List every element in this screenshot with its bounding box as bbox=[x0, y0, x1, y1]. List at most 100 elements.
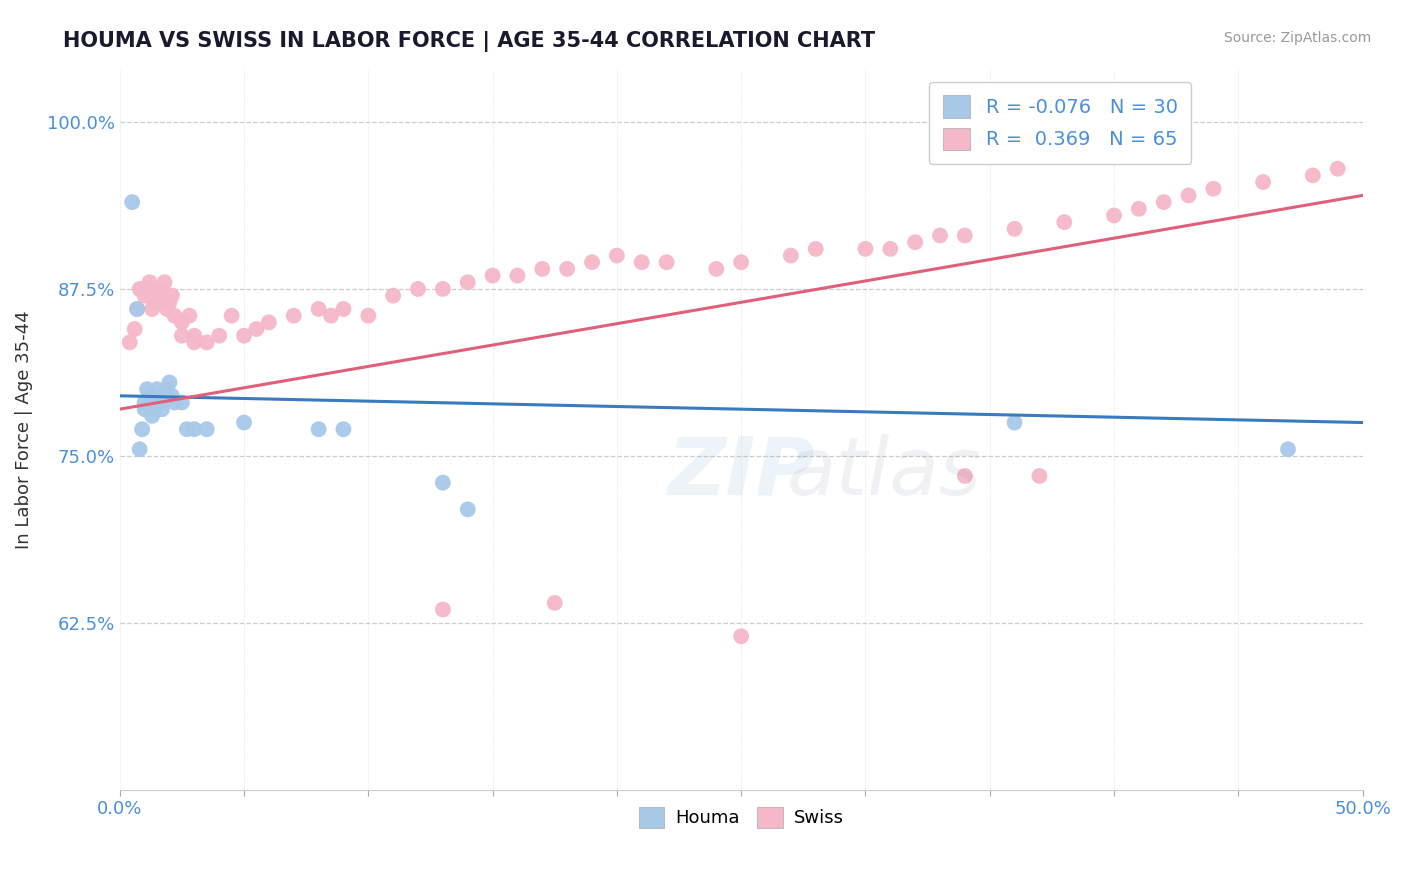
Point bbox=[531, 261, 554, 276]
Point bbox=[308, 422, 330, 436]
Point bbox=[127, 301, 149, 316]
Point bbox=[457, 275, 479, 289]
Point bbox=[195, 335, 218, 350]
Point bbox=[146, 382, 169, 396]
Point bbox=[148, 395, 170, 409]
Point bbox=[183, 328, 205, 343]
Point bbox=[432, 602, 454, 616]
Point bbox=[730, 255, 752, 269]
Point bbox=[159, 295, 181, 310]
Point bbox=[319, 309, 342, 323]
Point bbox=[131, 422, 153, 436]
Point bbox=[704, 261, 727, 276]
Point bbox=[128, 442, 150, 457]
Point bbox=[179, 309, 201, 323]
Point bbox=[124, 322, 146, 336]
Point bbox=[163, 309, 186, 323]
Point bbox=[929, 228, 952, 243]
Point bbox=[163, 395, 186, 409]
Point bbox=[170, 328, 193, 343]
Point bbox=[555, 261, 578, 276]
Point bbox=[153, 275, 176, 289]
Point bbox=[406, 282, 429, 296]
Point bbox=[136, 382, 159, 396]
Point bbox=[1153, 195, 1175, 210]
Point bbox=[118, 335, 141, 350]
Point bbox=[332, 422, 354, 436]
Point bbox=[332, 301, 354, 316]
Point bbox=[183, 422, 205, 436]
Point bbox=[904, 235, 927, 250]
Point bbox=[143, 295, 166, 310]
Point bbox=[953, 469, 976, 483]
Point bbox=[1028, 469, 1050, 483]
Point bbox=[357, 309, 380, 323]
Point bbox=[159, 376, 181, 390]
Point bbox=[233, 416, 256, 430]
Point bbox=[630, 255, 652, 269]
Point bbox=[432, 475, 454, 490]
Point bbox=[134, 288, 156, 302]
Point bbox=[1277, 442, 1299, 457]
Point bbox=[141, 409, 163, 423]
Point bbox=[146, 288, 169, 302]
Point bbox=[382, 288, 405, 302]
Point bbox=[136, 282, 159, 296]
Point bbox=[127, 301, 149, 316]
Text: atlas: atlas bbox=[787, 434, 981, 511]
Point bbox=[121, 195, 143, 210]
Point bbox=[150, 282, 173, 296]
Point bbox=[1326, 161, 1348, 176]
Point bbox=[195, 422, 218, 436]
Point bbox=[730, 629, 752, 643]
Point bbox=[655, 255, 678, 269]
Y-axis label: In Labor Force | Age 35-44: In Labor Force | Age 35-44 bbox=[15, 310, 32, 549]
Point bbox=[1102, 209, 1125, 223]
Point bbox=[183, 335, 205, 350]
Point bbox=[245, 322, 267, 336]
Point bbox=[208, 328, 231, 343]
Point bbox=[170, 315, 193, 329]
Point bbox=[1177, 188, 1199, 202]
Point bbox=[143, 402, 166, 417]
Point bbox=[156, 382, 179, 396]
Point bbox=[953, 228, 976, 243]
Point bbox=[308, 301, 330, 316]
Point bbox=[141, 301, 163, 316]
Point bbox=[148, 295, 170, 310]
Point bbox=[581, 255, 603, 269]
Point bbox=[1004, 222, 1026, 236]
Point bbox=[160, 288, 183, 302]
Point bbox=[134, 395, 156, 409]
Text: Source: ZipAtlas.com: Source: ZipAtlas.com bbox=[1223, 31, 1371, 45]
Point bbox=[283, 309, 305, 323]
Point bbox=[1128, 202, 1150, 216]
Point bbox=[1302, 169, 1324, 183]
Point bbox=[544, 596, 567, 610]
Point bbox=[131, 282, 153, 296]
Point bbox=[146, 395, 169, 409]
Point bbox=[156, 301, 179, 316]
Point bbox=[481, 268, 503, 283]
Point bbox=[170, 395, 193, 409]
Point bbox=[128, 282, 150, 296]
Point bbox=[879, 242, 901, 256]
Point bbox=[855, 242, 877, 256]
Point bbox=[804, 242, 827, 256]
Point bbox=[233, 328, 256, 343]
Point bbox=[176, 422, 198, 436]
Point bbox=[606, 248, 628, 262]
Point bbox=[1202, 182, 1225, 196]
Point bbox=[221, 309, 243, 323]
Point bbox=[150, 402, 173, 417]
Point bbox=[153, 389, 176, 403]
Point bbox=[432, 282, 454, 296]
Point bbox=[134, 402, 156, 417]
Point bbox=[160, 389, 183, 403]
Legend: Houma, Swiss: Houma, Swiss bbox=[631, 800, 851, 835]
Point bbox=[138, 275, 160, 289]
Point bbox=[1004, 416, 1026, 430]
Point bbox=[257, 315, 280, 329]
Text: ZIP: ZIP bbox=[668, 434, 815, 511]
Point bbox=[457, 502, 479, 516]
